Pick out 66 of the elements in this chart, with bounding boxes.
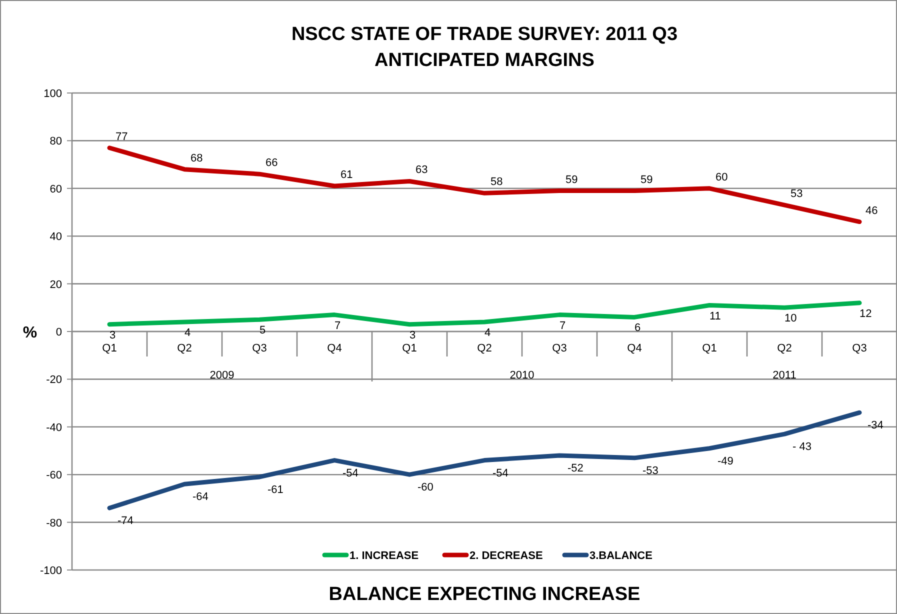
y-tick-label: 0 bbox=[56, 326, 62, 338]
x-tick-label: Q1 bbox=[702, 342, 717, 354]
x-tick-label: Q2 bbox=[477, 342, 492, 354]
x-tick-label: Q2 bbox=[777, 342, 792, 354]
data-label: 46 bbox=[866, 204, 878, 217]
chart-title: NSCC STATE OF TRADE SURVEY: 2011 Q3 ANTICIPATED MARGINS bbox=[291, 24, 678, 71]
data-label: -52 bbox=[568, 462, 584, 475]
data-label: 3 bbox=[410, 329, 416, 342]
x-tick-label: Q3 bbox=[552, 342, 567, 354]
x-axis-title: BALANCE EXPECTING INCREASE bbox=[328, 584, 640, 605]
data-label: -61 bbox=[268, 484, 284, 496]
data-label: 3 bbox=[110, 329, 116, 342]
legend-label: 3.BALANCE bbox=[590, 550, 652, 562]
data-label: 58 bbox=[490, 176, 503, 188]
data-label: 6 bbox=[634, 322, 641, 334]
data-label: 61 bbox=[340, 169, 353, 182]
data-label: 77 bbox=[116, 130, 128, 143]
y-tick-label: -40 bbox=[46, 422, 62, 434]
data-label: 60 bbox=[716, 171, 728, 184]
data-label: 59 bbox=[566, 174, 578, 186]
x-tick-label: Q3 bbox=[252, 342, 267, 354]
data-label: 11 bbox=[710, 310, 721, 322]
x-tick-label: Q1 bbox=[402, 342, 417, 354]
annotation: 2010 bbox=[510, 370, 534, 382]
x-tick-label: Q1 bbox=[102, 342, 117, 354]
data-label: 12 bbox=[860, 308, 872, 320]
data-label: -54 bbox=[342, 467, 358, 480]
x-tick-label: Q4 bbox=[627, 342, 642, 354]
data-label: 7 bbox=[560, 320, 566, 332]
data-label: -64 bbox=[192, 491, 208, 504]
data-label: -60 bbox=[418, 482, 434, 494]
data-label: 59 bbox=[640, 174, 653, 186]
y-tick-label: -80 bbox=[46, 517, 62, 530]
data-label: - 43 bbox=[792, 441, 812, 454]
y-tick-label: 20 bbox=[50, 278, 62, 291]
data-label: -74 bbox=[118, 514, 134, 527]
line-series bbox=[107, 146, 862, 224]
y-tick-label: -60 bbox=[46, 470, 62, 482]
data-label: 68 bbox=[190, 152, 203, 164]
data-label: 4 bbox=[184, 326, 191, 339]
y-tick-label: -100 bbox=[40, 565, 62, 577]
y-tick-label: 40 bbox=[50, 231, 62, 244]
data-label: 63 bbox=[416, 164, 428, 176]
data-label: -34 bbox=[868, 420, 884, 432]
data-label: 53 bbox=[790, 188, 803, 200]
annotation: 2009 bbox=[210, 370, 234, 382]
x-tick-label: Q4 bbox=[327, 342, 342, 354]
x-tick-label: Q2 bbox=[177, 342, 192, 354]
data-label: -54 bbox=[492, 467, 508, 480]
x-tick-label: Q3 bbox=[852, 342, 867, 354]
data-label: 66 bbox=[266, 157, 278, 170]
y-tick-label: -20 bbox=[46, 374, 62, 386]
y-tick-label: 60 bbox=[50, 183, 62, 196]
y-tick-label: 100 bbox=[44, 88, 62, 100]
annotation: 2011 bbox=[772, 370, 796, 382]
y-tick-label: 80 bbox=[50, 136, 62, 148]
data-label: 4 bbox=[484, 326, 491, 339]
legend-label: 2. DECREASE bbox=[470, 550, 543, 562]
data-label: -49 bbox=[718, 455, 734, 468]
data-label: -53 bbox=[642, 464, 658, 477]
legend-label: 1. INCREASE bbox=[350, 550, 419, 562]
data-label: 10 bbox=[784, 312, 797, 325]
y-axis-title: % bbox=[22, 324, 38, 342]
data-label: 5 bbox=[260, 324, 266, 337]
data-label: 7 bbox=[334, 320, 341, 332]
line-series bbox=[107, 410, 862, 510]
